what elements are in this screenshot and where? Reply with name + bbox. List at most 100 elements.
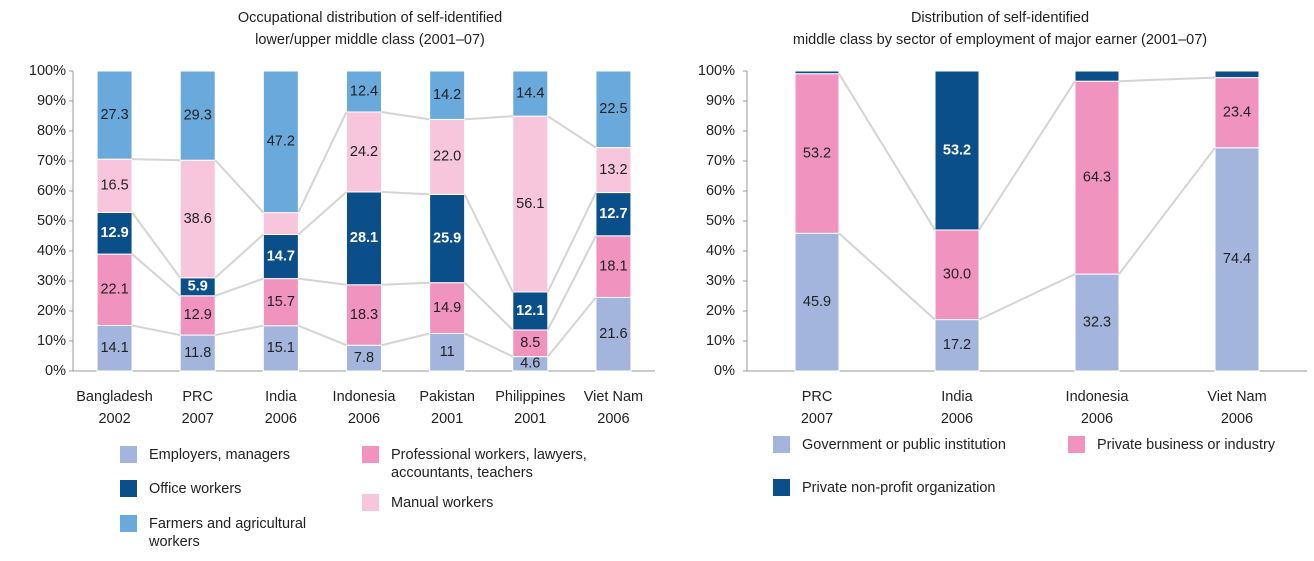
- bar-segment: [934, 70, 980, 231]
- y-tick-label: 20%: [706, 303, 735, 319]
- bar-segment: [346, 284, 382, 346]
- data-label: 25.9: [433, 230, 461, 246]
- bar-segment: [179, 70, 216, 161]
- data-label: 53.2: [803, 145, 831, 161]
- connector: [297, 191, 348, 236]
- legend-swatch: [773, 479, 790, 496]
- legend-label: Manual workers: [391, 495, 494, 511]
- data-label: 11: [440, 344, 455, 360]
- x-tick-label: Pakistan 2001: [419, 389, 475, 427]
- data-label: 12.1: [516, 303, 544, 319]
- x-tick-label: Bangladesh 2002: [76, 389, 153, 427]
- bar-segment: [429, 70, 466, 120]
- legend-item: Private business or industry: [1068, 436, 1314, 454]
- legend-label: Government or public institution: [802, 437, 1006, 453]
- x-tick-label: Viet Nam 2006: [1207, 389, 1266, 427]
- chart-title: Occupational distribution of self-identi…: [238, 10, 502, 48]
- x-tick-label: India 2006: [941, 389, 974, 427]
- y-tick-label: 60%: [706, 183, 735, 199]
- x-tick-label: PRC 2007: [182, 389, 214, 427]
- connector: [215, 324, 264, 337]
- legend-item: Government or public institution: [773, 436, 1082, 454]
- connector: [838, 73, 936, 231]
- y-tick-label: 50%: [37, 213, 66, 229]
- connector: [381, 332, 430, 347]
- connector: [978, 273, 1076, 321]
- connector: [297, 111, 348, 214]
- data-label: 14.7: [267, 248, 295, 264]
- bar-segment: [1214, 70, 1260, 79]
- data-label: 7.8: [354, 350, 374, 366]
- legend-item: Private non-profit organization: [773, 479, 1082, 497]
- connector: [1118, 76, 1216, 83]
- legend-label: Private non-profit organization: [802, 480, 996, 496]
- legend-item: Professional workers, lawyers, accountan…: [362, 446, 631, 482]
- y-tick-label: 70%: [37, 153, 66, 169]
- connector: [381, 281, 430, 286]
- y-tick-label: 0%: [714, 363, 735, 379]
- connector: [132, 158, 181, 162]
- bar-segment: [429, 193, 466, 284]
- legend-swatch: [362, 446, 379, 463]
- data-label: 22.5: [599, 101, 627, 117]
- x-tick-label: Philippines 2001: [495, 389, 565, 427]
- legend-swatch: [1068, 436, 1085, 453]
- data-label: 27.3: [100, 107, 128, 123]
- y-tick-label: 100%: [698, 63, 735, 79]
- bar-segment: [346, 111, 382, 193]
- data-label: 5.9: [188, 279, 208, 295]
- bar-segment: [96, 324, 133, 372]
- bar-segment: [794, 232, 840, 372]
- legend-label: Farmers and agricultural workers: [149, 516, 307, 550]
- data-label: 14.4: [516, 85, 544, 101]
- bar-segment: [96, 70, 133, 160]
- bar-segment: [96, 158, 133, 213]
- legend-item: Manual workers: [362, 494, 631, 512]
- y-tick-label: 30%: [37, 273, 66, 289]
- connector: [131, 211, 182, 279]
- data-label: 22.1: [100, 282, 128, 298]
- data-label: 13.2: [599, 162, 627, 178]
- x-tick-label: Indonesia 2006: [1066, 389, 1130, 427]
- connector: [546, 192, 597, 293]
- y-tick-label: 20%: [37, 303, 66, 319]
- legend-label: Professional workers, lawyers, accountan…: [391, 447, 587, 481]
- y-tick-label: 80%: [37, 123, 66, 139]
- connector: [463, 281, 514, 331]
- data-label: 45.9: [803, 294, 831, 310]
- chart-title: Distribution of self-identified middle cl…: [793, 10, 1207, 48]
- connector: [978, 80, 1076, 231]
- data-label: 12.4: [350, 83, 378, 99]
- bar-segment: [429, 333, 466, 372]
- data-label: 4.6: [520, 356, 540, 372]
- y-tick-label: 40%: [706, 243, 735, 259]
- legend-item: Farmers and agricultural workers: [120, 515, 339, 551]
- data-label: 12.7: [599, 206, 627, 222]
- bar-segment: [934, 229, 980, 321]
- connector: [1118, 147, 1216, 275]
- data-label: 22.0: [433, 149, 461, 165]
- connector: [547, 296, 597, 358]
- x-tick-label: Viet Nam 2006: [584, 389, 643, 427]
- connector: [298, 277, 347, 286]
- bar-segment: [595, 70, 632, 149]
- connector: [464, 332, 514, 358]
- connector: [131, 253, 181, 297]
- data-label: 12.9: [184, 307, 212, 323]
- bar-segment: [262, 325, 299, 372]
- connector: [381, 110, 430, 121]
- bar-segment: [96, 253, 133, 326]
- bar-segment: [595, 147, 632, 194]
- bar-segment: [1074, 273, 1120, 372]
- data-label: 17.2: [943, 337, 971, 353]
- data-label: 18.3: [350, 307, 378, 323]
- bar-segment: [512, 70, 549, 117]
- connector: [214, 277, 264, 297]
- bar-segment: [346, 344, 382, 372]
- data-label: 14.2: [433, 87, 461, 103]
- bar-segment: [1214, 77, 1260, 149]
- data-label: 29.3: [184, 107, 212, 123]
- bar-segment: [179, 295, 216, 336]
- legend-swatch: [773, 436, 790, 453]
